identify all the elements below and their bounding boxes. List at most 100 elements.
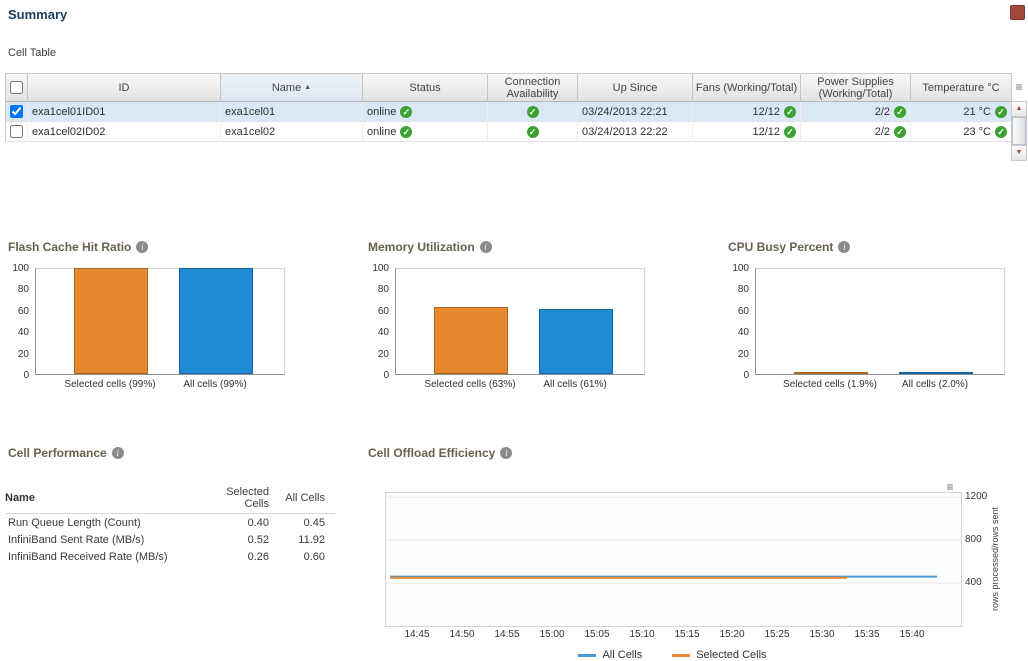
bar-selected-cells[interactable] [434, 306, 508, 374]
chart-header: Cell Offload Efficiency i [365, 446, 1020, 460]
y-tick-label: 80 [737, 284, 749, 296]
x-category-label: Selected cells (63%) [424, 379, 516, 390]
x-axis-label: 15:10 [629, 629, 655, 640]
y-axis-label: 1200 [965, 491, 988, 503]
row-checkbox[interactable] [10, 125, 23, 138]
ok-icon: ✓ [894, 125, 906, 138]
x-axis-label: 14:50 [449, 629, 475, 640]
chart-header: Flash Cache Hit Ratio i [5, 240, 345, 254]
legend-item[interactable]: Selected Cells [672, 649, 767, 661]
cell-name: exa1cel02 [221, 122, 363, 142]
power-supplies-cell: 2/2 ✓ [801, 122, 911, 142]
column-header-label: Connection Availability [504, 75, 561, 100]
chart-title: Memory Utilization [368, 240, 475, 254]
x-axis-label: 14:45 [404, 629, 430, 640]
legend-swatch [672, 653, 691, 657]
legend-swatch [578, 653, 597, 657]
metric-selected-value: 0.52 [247, 533, 269, 546]
plot-area [395, 268, 645, 375]
up-since: 03/24/2013 22:22 [578, 122, 693, 142]
column-header-power-supplies-working-total-[interactable]: Power Supplies (Working/Total) [801, 74, 911, 102]
y-tick-label: 40 [17, 327, 29, 339]
chart-header: CPU Busy Percent i [725, 240, 1025, 254]
y-tick-label: 20 [737, 348, 749, 360]
select-all-checkbox[interactable] [10, 81, 23, 94]
x-axis-label: 14:55 [494, 629, 520, 640]
column-header-connection-availability[interactable]: Connection Availability [488, 74, 578, 102]
scrollbar-thumb[interactable] [1012, 117, 1026, 145]
value-text: 2/2 [874, 105, 890, 118]
metric-name: Run Queue Length (Count) [8, 516, 141, 529]
info-icon[interactable]: i [136, 241, 149, 253]
value-text: 12/12 [752, 125, 780, 138]
column-header-name[interactable]: Name ▲ [221, 74, 363, 102]
y-tick-label: 40 [737, 327, 749, 339]
value-text: 23 °C [963, 125, 991, 138]
table-scrollbar[interactable]: ▲ ▼ [1011, 101, 1027, 161]
x-axis-label: 15:15 [674, 629, 700, 640]
legend-item[interactable]: All Cells [578, 649, 642, 661]
bar-selected-cells[interactable] [794, 371, 868, 374]
ok-icon: ✓ [894, 105, 906, 118]
cell-table: ID Name ▲ Status Connection Availability Up S… [5, 73, 1012, 142]
bar-selected-cells[interactable] [74, 268, 148, 374]
bar-all-cells[interactable] [179, 268, 253, 374]
column-header-label: ID [118, 81, 130, 94]
flash-cache-hit-ratio-chart: Flash Cache Hit Ratio i 0 20 40 60 80 100 Sele… [5, 240, 345, 405]
info-icon[interactable]: i [111, 447, 124, 459]
connection-availability: ✓ [488, 122, 578, 142]
y-tick-label: 0 [383, 370, 389, 381]
ok-icon: ✓ [400, 105, 413, 118]
info-icon[interactable]: i [838, 241, 851, 253]
bar-all-cells[interactable] [899, 371, 973, 374]
info-icon[interactable]: i [479, 241, 492, 253]
table-row[interactable]: exa1cel01ID01 exa1cel01 online ✓ ✓ 03/24/2013… [6, 102, 1012, 122]
performance-row: InfiniBand Sent Rate (MB/s) 0.52 11.92 [5, 531, 335, 548]
x-category-label: All cells (61%) [543, 379, 607, 390]
table-menu-icon[interactable]: ≡ [1015, 80, 1023, 94]
performance-header-row: Name Selected Cells All Cells [5, 486, 335, 514]
column-header-label: Name [271, 81, 302, 94]
x-axis-label: 15:00 [539, 629, 565, 640]
ok-icon: ✓ [995, 105, 1007, 118]
y-axis-title: rows processed/rows sent [990, 506, 1000, 611]
value-text: 21 °C [963, 105, 991, 118]
column-header-up-since[interactable]: Up Since [578, 74, 693, 102]
temperature-cell: 21 °C ✓ [911, 102, 1012, 122]
column-header-temperature-c[interactable]: Temperature °C [911, 74, 1012, 102]
ok-icon: ✓ [995, 125, 1007, 138]
column-header-id[interactable]: ID [28, 74, 221, 102]
legend-label: Selected Cells [696, 649, 767, 661]
y-tick-label: 20 [377, 348, 389, 360]
column-header-label: Status [409, 81, 441, 94]
plot-area [35, 268, 285, 375]
column-header-fans-working-total-[interactable]: Fans (Working/Total) [693, 74, 801, 102]
x-category-label: Selected cells (99%) [64, 379, 156, 390]
ok-icon: ✓ [526, 105, 539, 118]
chart-legend: All Cells Selected Cells [385, 649, 960, 661]
metric-all-value: 0.45 [303, 516, 325, 529]
legend-label: All Cells [602, 649, 643, 661]
chart-menu-icon[interactable]: ≡ [946, 480, 954, 494]
row-checkbox[interactable] [10, 105, 23, 118]
column-header-label: Temperature °C [922, 81, 1000, 94]
y-tick-label: 80 [17, 284, 29, 296]
y-tick-label: 60 [17, 305, 29, 317]
line-chart-svg [385, 492, 962, 627]
y-tick-label: 0 [743, 370, 749, 381]
perf-col-selected: Selected Cells [226, 486, 269, 510]
scrollbar-up-arrow-icon[interactable]: ▲ [1012, 102, 1026, 117]
x-axis-label: 15:05 [584, 629, 610, 640]
info-icon[interactable]: i [500, 447, 513, 459]
bar-chart-plot: 0 20 40 60 80 100 Selected cells (99%) All cell… [5, 263, 345, 405]
bar-all-cells[interactable] [539, 308, 613, 374]
power-supplies-cell: 2/2 ✓ [801, 102, 911, 122]
table-row[interactable]: exa1cel02ID02 exa1cel02 online ✓ ✓ 03/24/2013… [6, 122, 1012, 142]
chart-title: Flash Cache Hit Ratio [8, 240, 132, 254]
column-header-status[interactable]: Status [363, 74, 488, 102]
scrollbar-down-arrow-icon[interactable]: ▼ [1012, 145, 1026, 160]
x-axis-label: 15:40 [899, 629, 925, 640]
page-scrollbar-button[interactable] [1010, 5, 1025, 20]
y-tick-label: 100 [732, 263, 749, 274]
chart-header: Memory Utilization i [365, 240, 695, 254]
